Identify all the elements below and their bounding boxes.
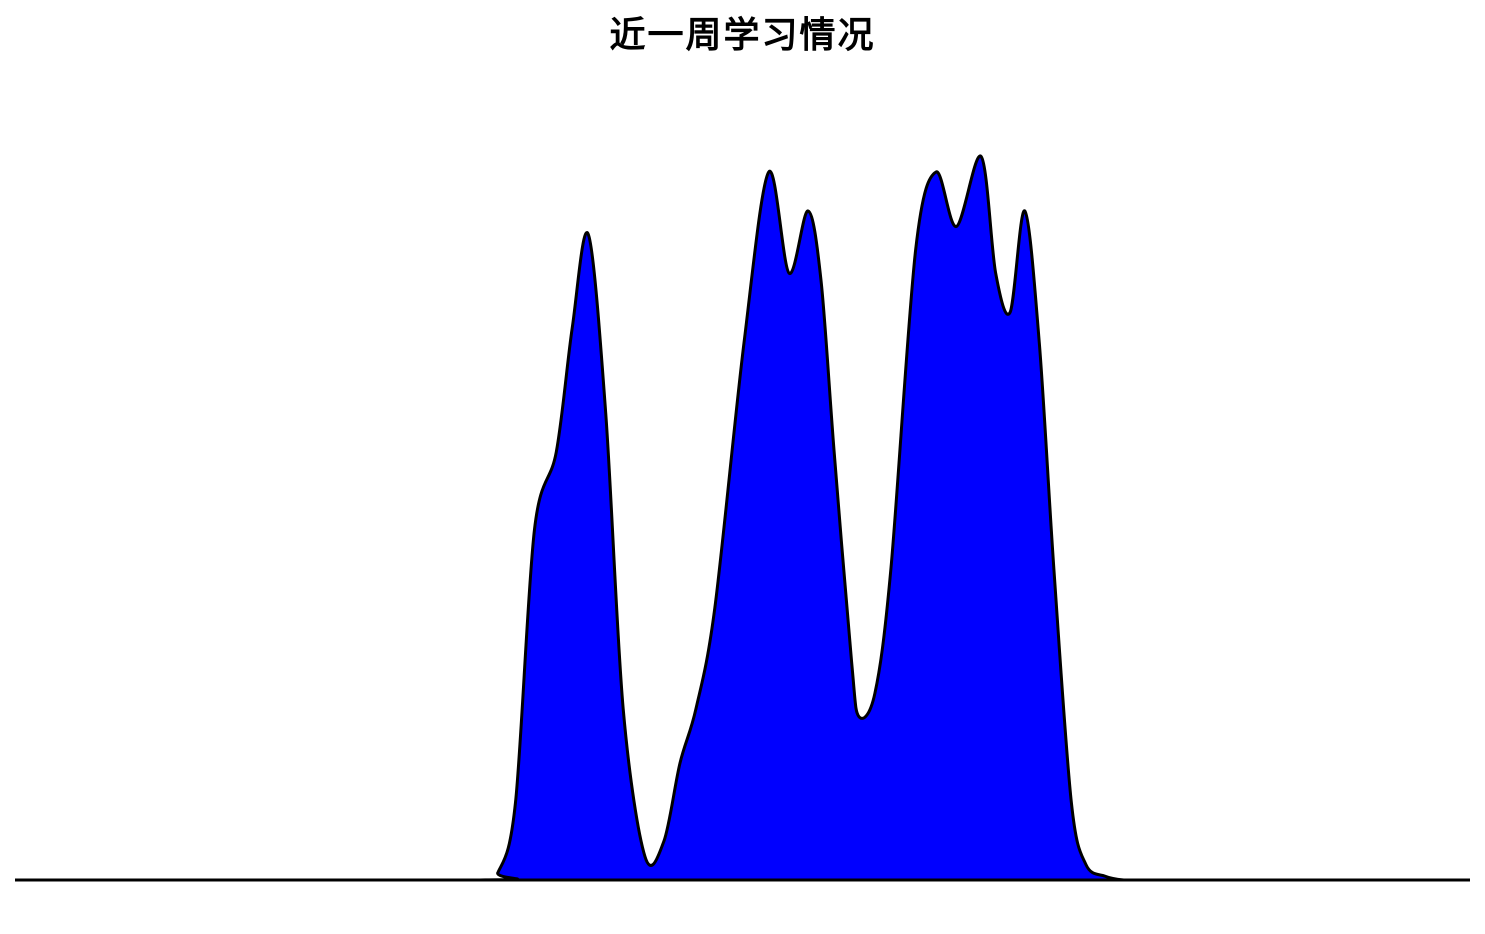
chart-title: 近一周学习情况 (609, 15, 876, 56)
density-outline (15, 154, 1470, 882)
density-area-fill (15, 155, 1470, 881)
plot-area (15, 154, 1470, 882)
